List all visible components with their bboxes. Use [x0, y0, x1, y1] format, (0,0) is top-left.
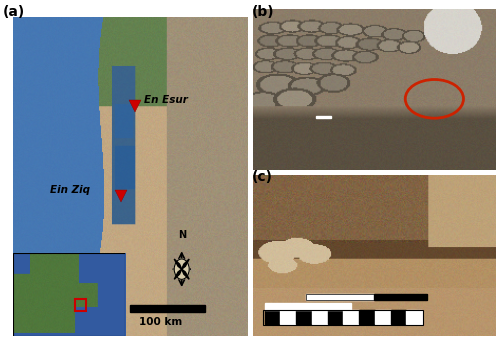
Bar [312, 310, 328, 324]
Polygon shape [182, 259, 189, 269]
Bar [296, 310, 312, 324]
Text: (a): (a) [2, 5, 25, 19]
Text: En Esur: En Esur [144, 95, 188, 105]
Bar [406, 310, 422, 324]
Bar [264, 310, 280, 324]
Bar [375, 310, 390, 324]
Bar [344, 310, 359, 324]
Bar [306, 294, 427, 300]
Text: (b): (b) [252, 5, 274, 19]
Bar [280, 310, 296, 324]
Bar [264, 309, 424, 325]
Text: (c): (c) [252, 170, 272, 184]
Text: 100 km: 100 km [140, 317, 182, 327]
Text: Ein Ziq: Ein Ziq [50, 185, 90, 194]
Bar [359, 310, 375, 324]
Bar [390, 310, 406, 324]
Bar [306, 294, 374, 300]
Circle shape [174, 259, 189, 279]
Bar [316, 116, 332, 118]
Bar [264, 304, 352, 310]
Polygon shape [174, 269, 182, 279]
Bar [374, 294, 427, 300]
Bar [328, 310, 344, 324]
Polygon shape [174, 259, 182, 269]
Text: N: N [178, 230, 186, 240]
Bar [130, 305, 205, 312]
Polygon shape [182, 269, 189, 279]
